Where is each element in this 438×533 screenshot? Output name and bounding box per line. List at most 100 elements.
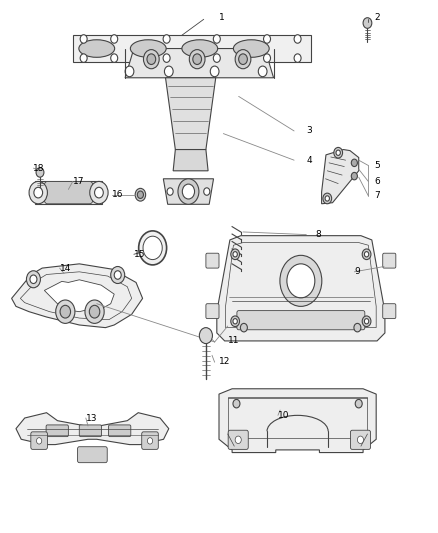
Circle shape	[239, 54, 247, 64]
Circle shape	[26, 271, 40, 288]
Circle shape	[178, 179, 199, 204]
Polygon shape	[321, 150, 359, 204]
Polygon shape	[217, 236, 385, 341]
Circle shape	[199, 328, 212, 344]
Text: 6: 6	[374, 177, 380, 186]
Circle shape	[323, 193, 332, 204]
Polygon shape	[228, 397, 367, 438]
Circle shape	[80, 54, 87, 62]
Circle shape	[336, 150, 340, 156]
Circle shape	[193, 54, 201, 64]
Circle shape	[213, 54, 220, 62]
Text: 3: 3	[306, 126, 312, 135]
Polygon shape	[16, 413, 169, 445]
FancyBboxPatch shape	[228, 430, 248, 449]
Polygon shape	[20, 272, 132, 320]
Circle shape	[294, 54, 301, 62]
Circle shape	[235, 436, 241, 443]
FancyBboxPatch shape	[206, 304, 219, 319]
Circle shape	[164, 66, 173, 77]
Circle shape	[233, 399, 240, 408]
Circle shape	[114, 271, 121, 279]
Circle shape	[90, 181, 108, 204]
Circle shape	[364, 319, 369, 324]
Circle shape	[36, 167, 44, 177]
Text: 4: 4	[306, 156, 312, 165]
Text: 17: 17	[73, 177, 84, 186]
FancyBboxPatch shape	[383, 253, 396, 268]
Circle shape	[56, 300, 75, 324]
Text: 18: 18	[33, 164, 45, 173]
Circle shape	[139, 231, 166, 265]
Circle shape	[148, 438, 152, 444]
Text: 2: 2	[374, 13, 380, 22]
Circle shape	[334, 148, 343, 158]
Polygon shape	[12, 264, 143, 328]
Text: 9: 9	[354, 268, 360, 276]
Circle shape	[233, 319, 237, 324]
Circle shape	[280, 255, 322, 306]
Ellipse shape	[131, 40, 166, 58]
Circle shape	[167, 188, 173, 195]
Polygon shape	[173, 150, 208, 171]
Text: 12: 12	[219, 357, 230, 366]
FancyBboxPatch shape	[78, 447, 107, 463]
FancyBboxPatch shape	[237, 311, 365, 330]
Circle shape	[264, 35, 271, 43]
Polygon shape	[163, 179, 214, 204]
Circle shape	[287, 264, 315, 298]
Circle shape	[351, 159, 357, 166]
Polygon shape	[73, 35, 311, 62]
FancyBboxPatch shape	[109, 425, 131, 437]
Circle shape	[210, 66, 219, 77]
Ellipse shape	[182, 40, 218, 58]
Circle shape	[240, 324, 247, 332]
FancyBboxPatch shape	[142, 432, 158, 449]
Text: 11: 11	[228, 336, 239, 345]
Circle shape	[89, 305, 100, 318]
FancyBboxPatch shape	[44, 181, 93, 204]
Circle shape	[111, 54, 118, 62]
Circle shape	[294, 35, 301, 43]
Circle shape	[60, 305, 71, 318]
Polygon shape	[35, 181, 102, 204]
Text: 13: 13	[86, 414, 97, 423]
Polygon shape	[125, 49, 274, 78]
Text: 1: 1	[219, 13, 225, 22]
Circle shape	[362, 316, 371, 327]
Text: 14: 14	[60, 264, 71, 272]
Circle shape	[233, 252, 237, 257]
Circle shape	[204, 188, 210, 195]
Circle shape	[135, 188, 146, 201]
Circle shape	[95, 187, 103, 198]
Circle shape	[147, 54, 155, 64]
Circle shape	[258, 66, 267, 77]
Polygon shape	[226, 243, 376, 328]
Ellipse shape	[233, 40, 269, 58]
Text: 16: 16	[112, 190, 124, 199]
Circle shape	[363, 18, 372, 28]
Circle shape	[264, 54, 271, 62]
Circle shape	[29, 181, 47, 204]
FancyBboxPatch shape	[383, 304, 396, 319]
Circle shape	[144, 50, 159, 69]
Polygon shape	[166, 78, 216, 150]
Circle shape	[354, 324, 361, 332]
FancyBboxPatch shape	[350, 430, 371, 449]
Circle shape	[143, 236, 162, 260]
FancyBboxPatch shape	[31, 432, 47, 449]
Text: 8: 8	[315, 230, 321, 239]
FancyBboxPatch shape	[206, 253, 219, 268]
Circle shape	[111, 266, 125, 284]
Circle shape	[355, 399, 362, 408]
Circle shape	[80, 35, 87, 43]
Circle shape	[163, 54, 170, 62]
Text: 5: 5	[374, 161, 380, 170]
Polygon shape	[219, 389, 376, 453]
Circle shape	[163, 35, 170, 43]
FancyBboxPatch shape	[79, 425, 102, 437]
Polygon shape	[44, 280, 114, 312]
FancyBboxPatch shape	[46, 425, 68, 437]
Circle shape	[235, 50, 251, 69]
Circle shape	[30, 275, 37, 284]
